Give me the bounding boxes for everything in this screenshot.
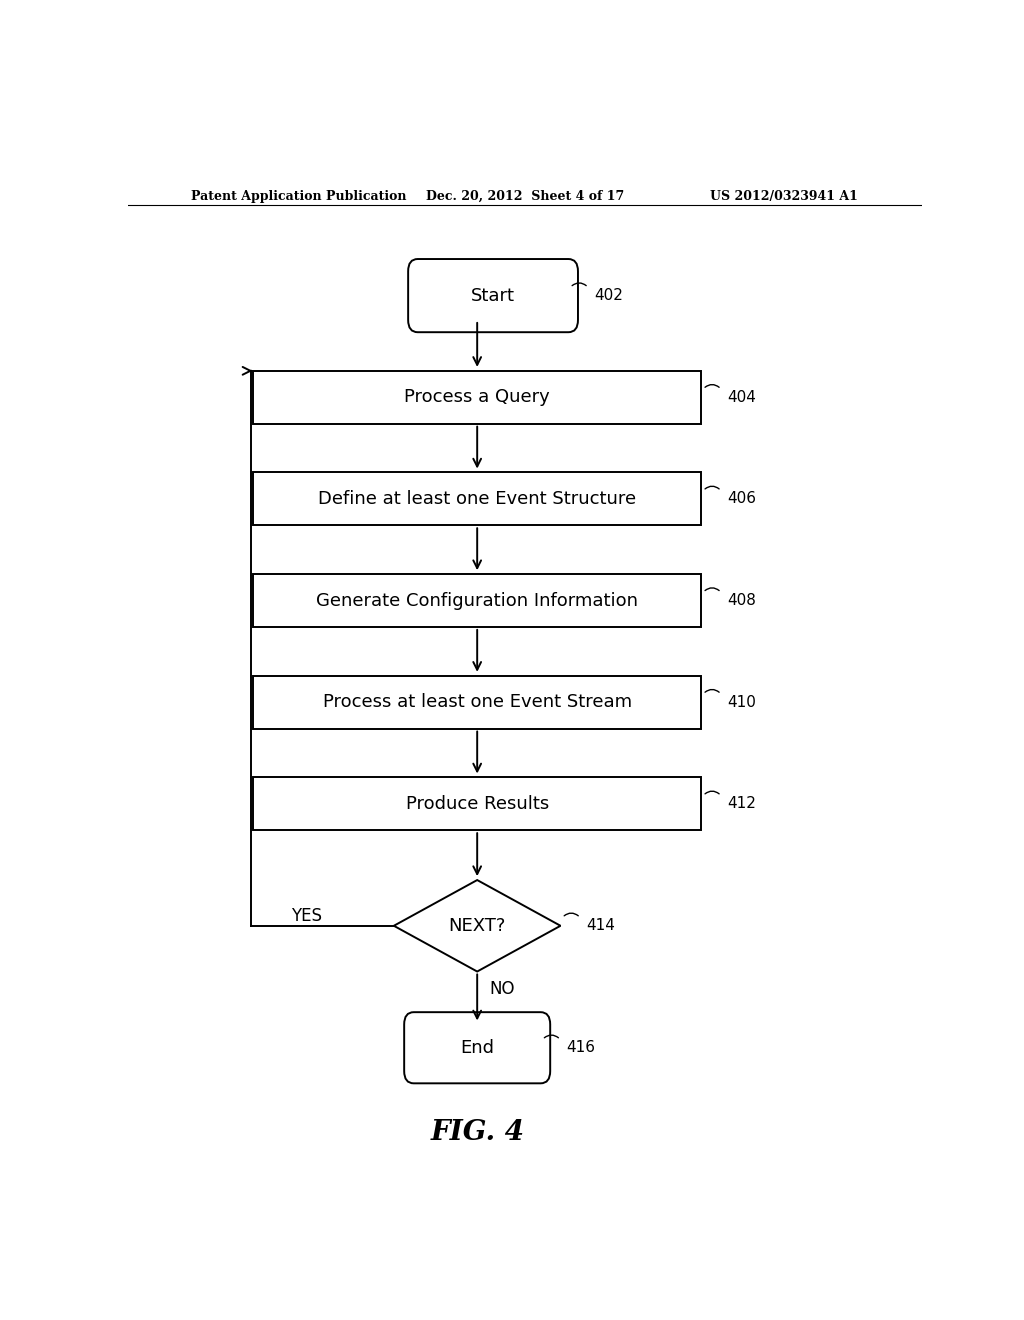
Bar [253, 777, 701, 830]
Text: Patent Application Publication: Patent Application Publication [191, 190, 407, 202]
Text: Produce Results: Produce Results [406, 795, 549, 813]
Bar [253, 574, 701, 627]
Text: US 2012/0323941 A1: US 2012/0323941 A1 [711, 190, 858, 202]
Text: NEXT?: NEXT? [449, 917, 506, 935]
Text: FIG. 4: FIG. 4 [430, 1118, 524, 1146]
Text: 402: 402 [594, 288, 623, 304]
Text: Define at least one Event Structure: Define at least one Event Structure [318, 490, 636, 508]
Polygon shape [394, 880, 560, 972]
Bar [253, 473, 701, 525]
Text: 404: 404 [727, 389, 756, 405]
Text: Start: Start [471, 286, 515, 305]
Text: Process at least one Event Stream: Process at least one Event Stream [323, 693, 632, 711]
Text: 406: 406 [727, 491, 756, 507]
Text: 416: 416 [566, 1040, 595, 1055]
Text: YES: YES [292, 907, 323, 924]
Text: Dec. 20, 2012  Sheet 4 of 17: Dec. 20, 2012 Sheet 4 of 17 [426, 190, 624, 202]
FancyBboxPatch shape [409, 259, 578, 333]
Text: End: End [460, 1039, 495, 1057]
Text: 410: 410 [727, 694, 756, 710]
Bar [253, 676, 701, 729]
FancyBboxPatch shape [404, 1012, 550, 1084]
Text: 414: 414 [586, 919, 614, 933]
Text: Process a Query: Process a Query [404, 388, 550, 407]
Bar [253, 371, 701, 424]
Text: 408: 408 [727, 593, 756, 609]
Text: NO: NO [489, 979, 515, 998]
Text: 412: 412 [727, 796, 756, 812]
Text: Generate Configuration Information: Generate Configuration Information [316, 591, 638, 610]
